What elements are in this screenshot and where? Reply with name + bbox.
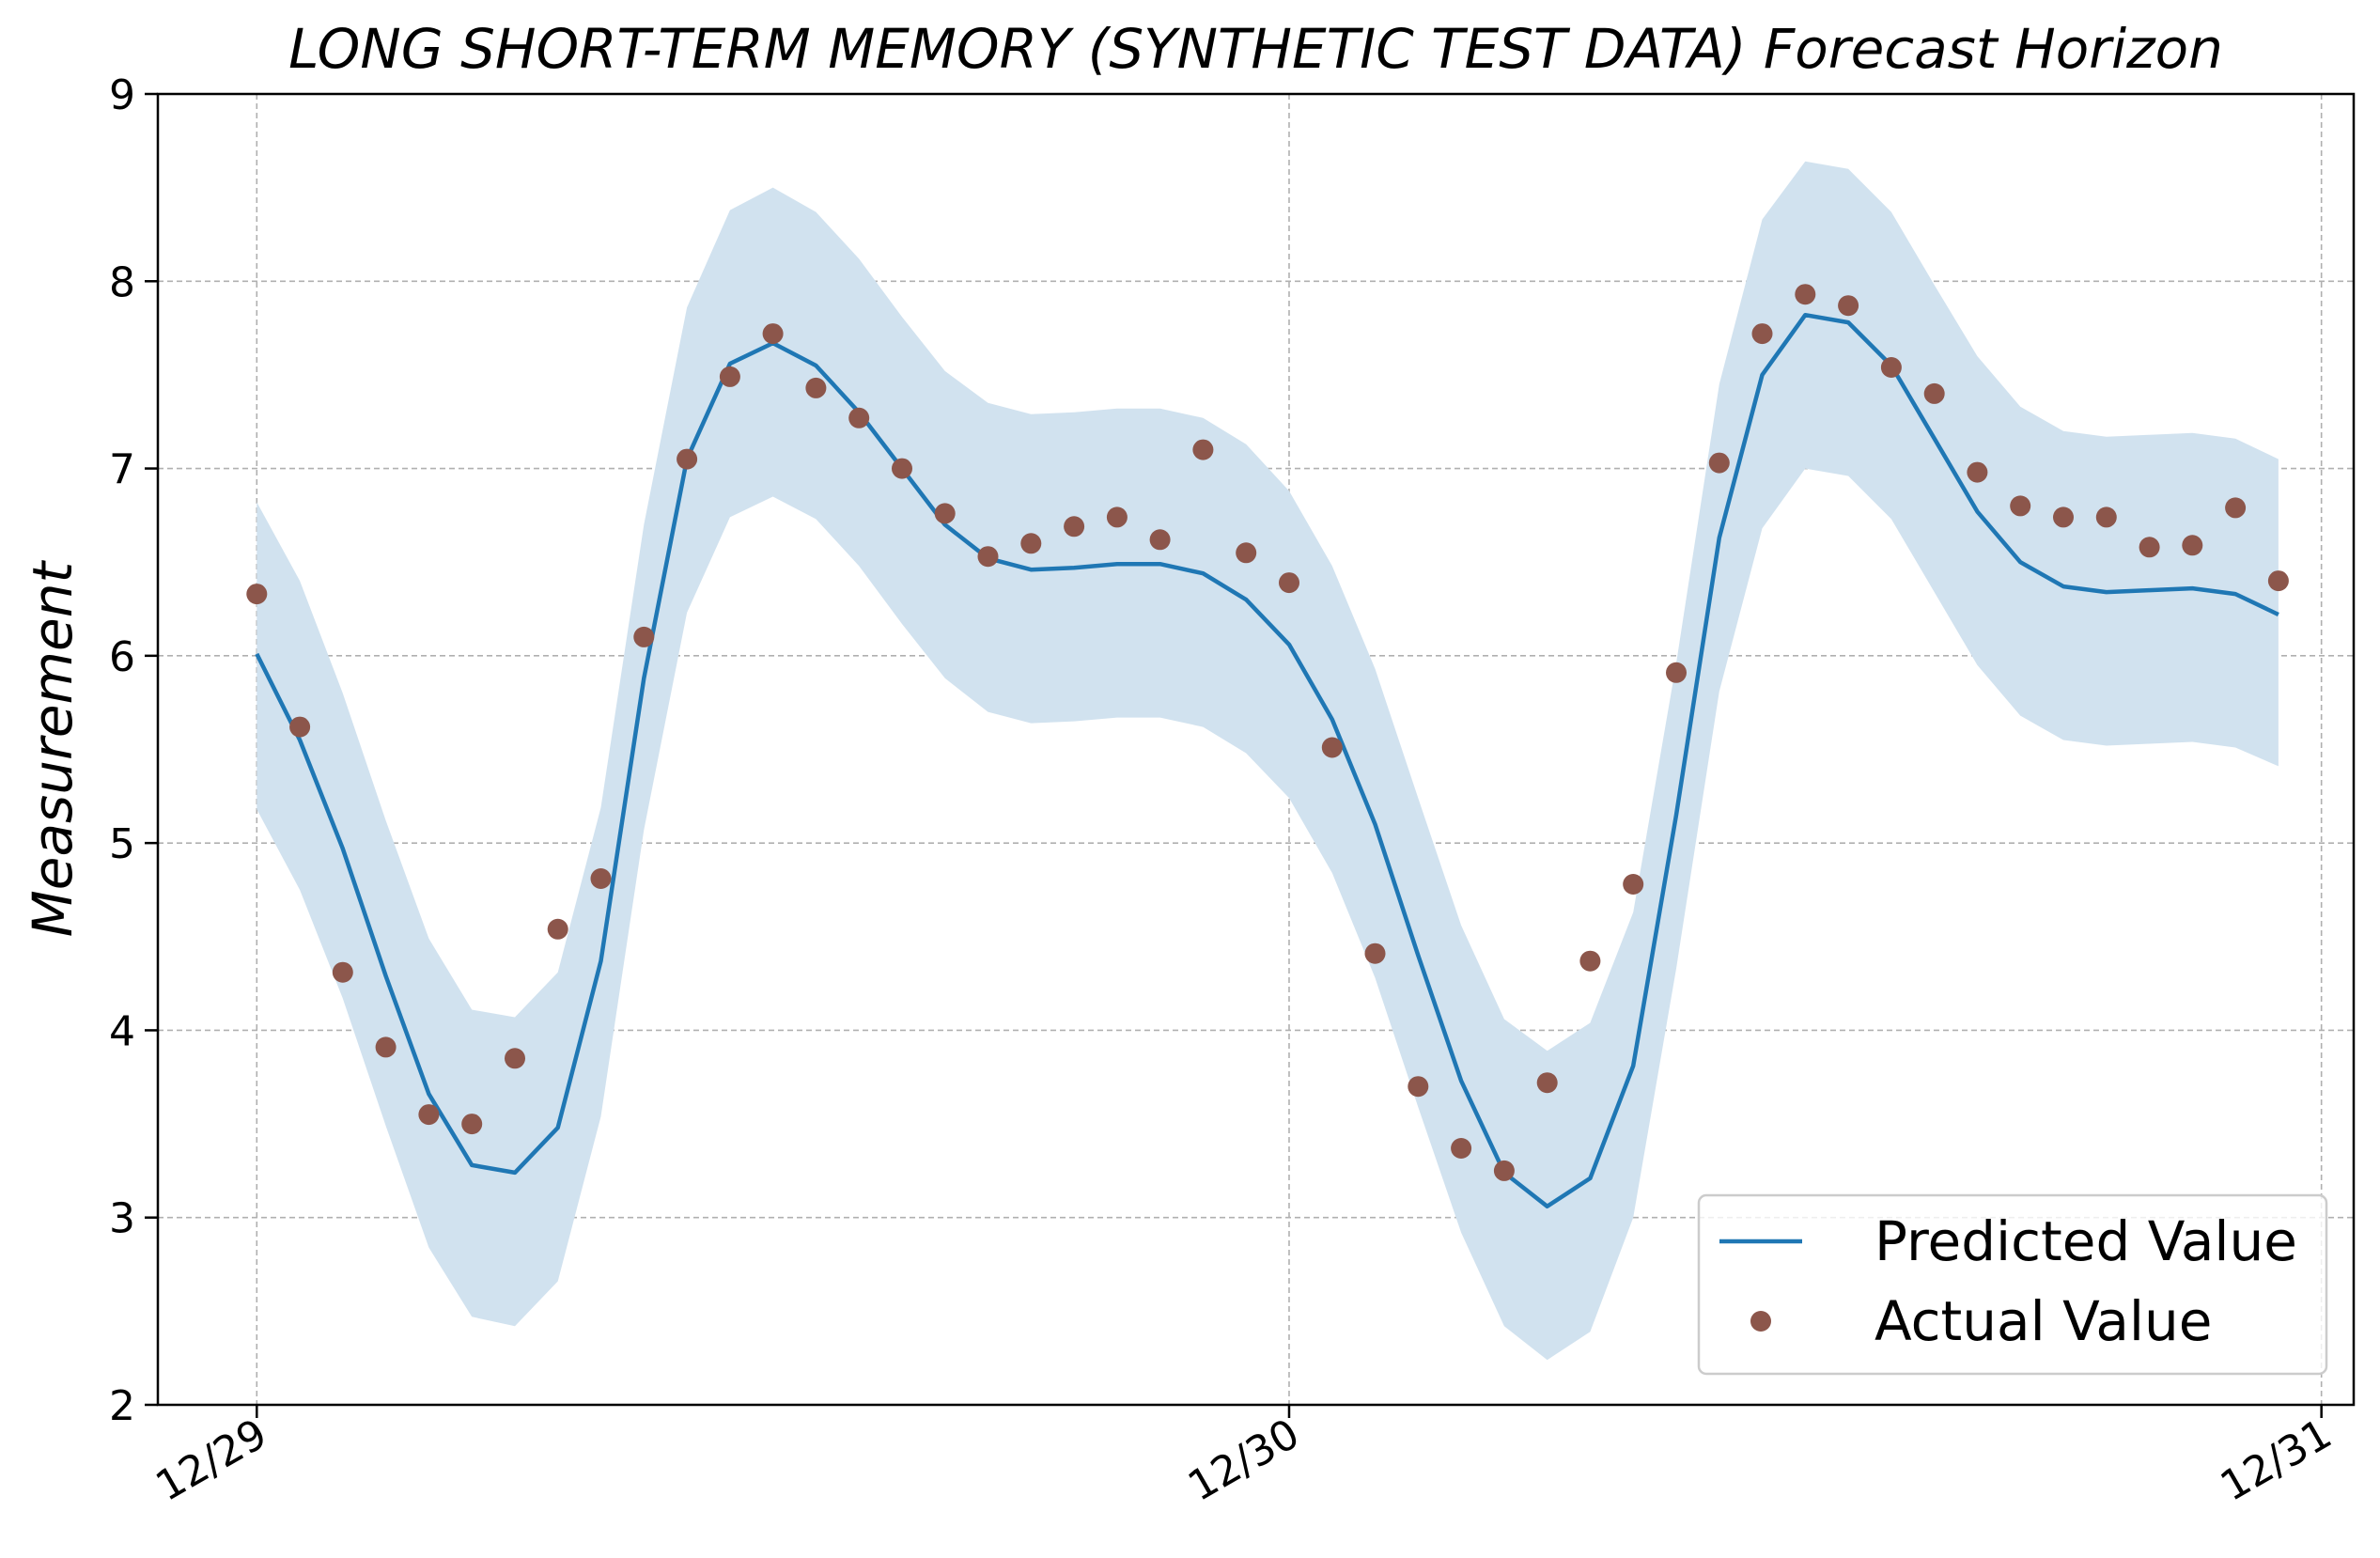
- predicted-series: [255, 312, 2279, 1209]
- actual-point: [1451, 1138, 1472, 1159]
- y-tick-label: 7: [109, 446, 135, 494]
- actual-point: [892, 458, 912, 479]
- predicted-line: [255, 312, 2279, 1209]
- actual-point: [418, 1104, 440, 1126]
- actual-point: [1751, 323, 1773, 345]
- confidence-band: [257, 161, 2279, 1361]
- actual-point: [2095, 506, 2117, 528]
- actual-point: [2267, 570, 2289, 592]
- legend-box: [1697, 1193, 2328, 1376]
- actual-point: [1279, 572, 1299, 594]
- actual-point: [805, 377, 827, 398]
- actual-point: [2010, 495, 2031, 517]
- actual-point: [2182, 535, 2203, 556]
- actual-point: [934, 503, 956, 524]
- x-tick-label: 12/31: [2213, 1410, 2340, 1511]
- actual-point: [1880, 357, 1902, 378]
- x-tick-label: 12/30: [1180, 1410, 1307, 1511]
- actual-point: [1020, 533, 1042, 554]
- actual-point: [762, 323, 784, 345]
- actual-point: [1623, 874, 1644, 895]
- actual-point: [1536, 1072, 1558, 1094]
- actual-point: [1192, 439, 1214, 460]
- y-axis: 2 3 4 5 6 7 8 9: [109, 71, 158, 1430]
- actual-point: [1149, 529, 1171, 551]
- x-axis: 12/29 12/30 12/31: [148, 1405, 2340, 1511]
- actual-point: [461, 1114, 483, 1135]
- actual-point: [2225, 497, 2247, 519]
- actual-point: [1106, 506, 1128, 528]
- actual-point: [1838, 295, 1859, 317]
- actual-point: [1408, 1076, 1429, 1098]
- y-axis-label: Measurement: [21, 560, 85, 938]
- actual-point: [1967, 461, 1988, 483]
- actual-point: [1236, 542, 1257, 564]
- actual-point: [2139, 537, 2160, 558]
- actual-point: [505, 1048, 525, 1069]
- grid: [158, 94, 2354, 1405]
- y-tick-label: 4: [109, 1007, 135, 1055]
- actual-point: [289, 716, 311, 738]
- legend-predicted-label: Predicted Value: [1874, 1209, 2297, 1273]
- actual-point: [590, 868, 612, 889]
- actual-point: [1364, 943, 1386, 964]
- actual-point: [1064, 516, 1085, 538]
- actual-point: [2053, 506, 2074, 528]
- actual-point: [1579, 950, 1601, 972]
- actual-point: [1708, 452, 1730, 474]
- y-tick-label: 3: [109, 1195, 135, 1243]
- legend-actual-swatch: [1750, 1311, 1771, 1332]
- actual-point: [677, 448, 698, 470]
- actual-point: [633, 626, 655, 647]
- y-tick-label: 2: [109, 1382, 135, 1430]
- legend: Predicted Value Actual Value: [1697, 1193, 2328, 1376]
- y-tick-label: 5: [109, 820, 135, 868]
- actual-point: [547, 918, 568, 940]
- actual-point: [1493, 1160, 1515, 1181]
- actual-point: [719, 366, 740, 387]
- plot-frame: [156, 92, 2356, 1407]
- actual-series: [246, 284, 2289, 1181]
- actual-point: [332, 961, 353, 983]
- y-tick-label: 9: [109, 71, 135, 119]
- actual-point: [977, 546, 999, 568]
- actual-point: [1321, 737, 1343, 758]
- legend-actual-label: Actual Value: [1874, 1289, 2212, 1353]
- actual-point: [246, 584, 268, 605]
- actual-point: [848, 407, 870, 428]
- confidence-band-area: [257, 161, 2279, 1361]
- actual-point: [1795, 284, 1816, 305]
- y-tick-label: 6: [109, 633, 135, 681]
- actual-point: [1923, 382, 1945, 404]
- actual-point: [375, 1036, 397, 1058]
- x-tick-label: 12/29: [148, 1410, 274, 1511]
- y-tick-label: 8: [109, 258, 135, 306]
- chart-title: LONG SHORT-TERM MEMORY (SYNTHETIC TEST D…: [288, 17, 2223, 81]
- actual-point: [1666, 662, 1687, 683]
